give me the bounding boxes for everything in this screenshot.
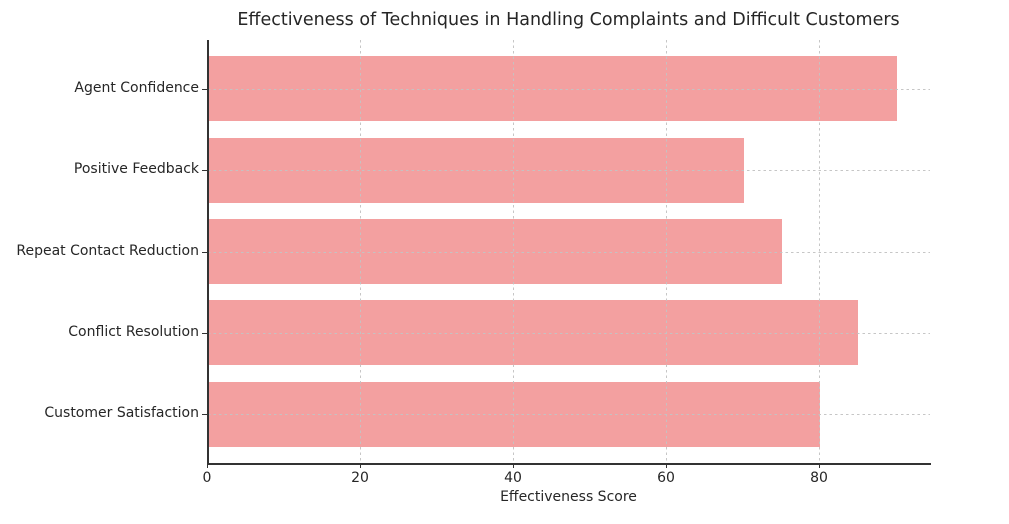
x-tick-mark	[666, 463, 668, 468]
horizontal-gridline	[208, 170, 930, 172]
y-tick-label: Positive Feedback	[73, 161, 199, 178]
horizontal-gridline	[208, 332, 930, 334]
horizontal-gridline	[208, 414, 930, 416]
y-tick-label: Conflict Resolution	[68, 323, 199, 340]
left-axis-spine	[207, 40, 209, 463]
bottom-axis-spine	[207, 463, 931, 465]
x-axis-label: Effectiveness Score	[500, 489, 637, 505]
x-tick-mark	[819, 463, 821, 468]
y-tick-mark	[202, 170, 207, 172]
x-tick-label: 80	[810, 470, 828, 486]
horizontal-gridline	[208, 251, 930, 253]
y-tick-label: Repeat Contact Reduction	[16, 242, 199, 259]
y-tick-mark	[202, 332, 207, 335]
bar-customer-satisfaction	[208, 381, 821, 447]
x-tick-mark	[360, 463, 362, 468]
x-tick-mark	[513, 463, 515, 468]
bar-conflict-resolution	[208, 300, 859, 366]
y-tick-mark	[202, 251, 207, 253]
x-tick-label: 60	[657, 470, 675, 486]
x-tick-mark	[207, 463, 209, 468]
bar-repeat-contact-reduction	[208, 218, 782, 285]
y-tick-label: Agent Confidence	[74, 79, 199, 96]
horizontal-gridline	[208, 88, 930, 90]
y-tick-mark	[202, 88, 207, 90]
y-tick-mark	[202, 414, 207, 416]
chart-title: Effectiveness of Techniques in Handling …	[237, 10, 900, 30]
y-tick-label: Customer Satisfaction	[44, 405, 199, 422]
x-tick-label: 20	[351, 470, 369, 486]
x-tick-label: 0	[202, 470, 212, 486]
x-tick-label: 40	[504, 470, 522, 486]
